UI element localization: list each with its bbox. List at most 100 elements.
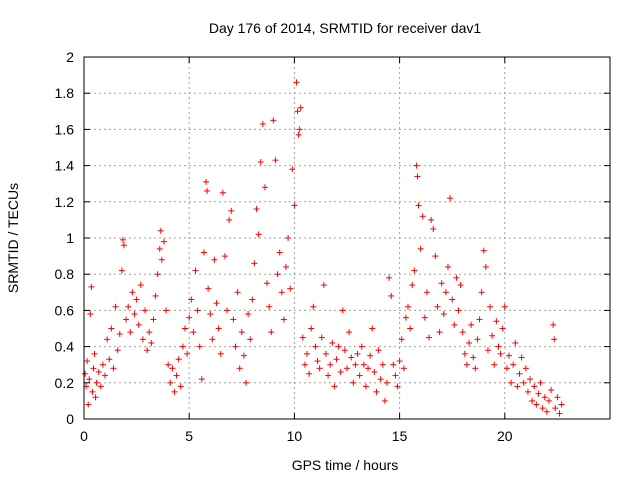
data-point [373,388,380,395]
data-point [390,361,397,368]
data-point [186,314,193,321]
data-point [442,289,449,296]
x-axis-label: GPS time / hours [292,457,399,473]
data-point [407,325,414,332]
data-point [203,178,210,185]
data-point [253,206,260,213]
data-point [335,343,342,350]
data-point [520,379,527,386]
data-point [148,339,155,346]
data-point [243,379,250,386]
data-point [470,354,477,361]
data-point [394,383,401,390]
data-point [474,336,481,343]
data-point [95,368,102,375]
data-point [514,383,521,390]
data-point [289,166,296,173]
data-point [190,329,197,336]
data-point [120,242,127,249]
data-point [152,292,159,299]
y-tick-label: 1.2 [55,194,75,210]
data-point [438,280,445,287]
data-point [97,383,104,390]
data-point [221,253,228,260]
data-point [325,372,332,379]
y-tick-label: 0 [66,411,74,427]
data-point [354,350,361,357]
data-point [516,370,523,377]
data-point [209,336,216,343]
data-point [270,117,277,124]
data-point [423,289,430,296]
data-point [238,329,245,336]
data-point [293,79,300,86]
data-point [154,271,161,278]
data-point [106,356,113,363]
data-point [158,256,165,263]
data-point [459,329,466,336]
data-point [314,358,321,365]
data-point [173,372,180,379]
y-axis-label: SRMTID / TECUs [5,183,21,293]
data-point [114,347,121,354]
data-point [510,361,517,368]
data-point [484,347,491,354]
y-tick-label: 2 [66,49,74,65]
data-point [144,347,151,354]
data-point [482,263,489,270]
plot-area-border [83,56,611,420]
data-point [379,361,386,368]
data-point [230,316,237,323]
x-tick-label: 15 [392,428,408,444]
data-point [430,225,437,232]
y-tick-label: 0.6 [55,302,75,318]
data-point [327,361,334,368]
data-point [264,280,271,287]
data-point [294,108,301,115]
data-point [160,238,167,245]
data-point [194,307,201,314]
data-point [234,289,241,296]
data-point [102,372,109,379]
data-point [318,334,325,341]
data-point [552,405,559,412]
data-point [457,282,464,289]
data-point [529,397,536,404]
data-point [308,325,315,332]
data-point [129,289,136,296]
data-point [360,361,367,368]
data-point [344,365,350,372]
data-point [512,339,519,346]
data-point [506,352,513,359]
data-point [215,325,222,332]
data-point [249,296,256,303]
data-point [455,307,462,314]
data-point [116,330,123,337]
data-point [556,410,563,417]
data-point [388,292,395,299]
data-point [82,370,89,377]
data-point [184,350,191,357]
data-point [310,303,317,310]
data-point [531,383,538,390]
data-point [463,361,470,368]
data-point [356,372,363,379]
data-point [266,303,273,310]
data-point [87,311,94,318]
data-point [91,350,98,357]
data-point [112,303,119,310]
data-point [503,365,510,372]
data-point [411,267,418,274]
data-point [320,282,327,289]
x-tick-label: 10 [287,428,303,444]
data-point [175,356,182,363]
data-point [400,365,407,372]
data-point [383,379,390,386]
data-point [119,236,126,243]
y-tick-label: 1.8 [55,85,75,101]
data-point [478,289,485,296]
data-point [398,336,405,343]
data-point [545,397,552,404]
data-point [84,358,91,365]
data-point [436,329,443,336]
